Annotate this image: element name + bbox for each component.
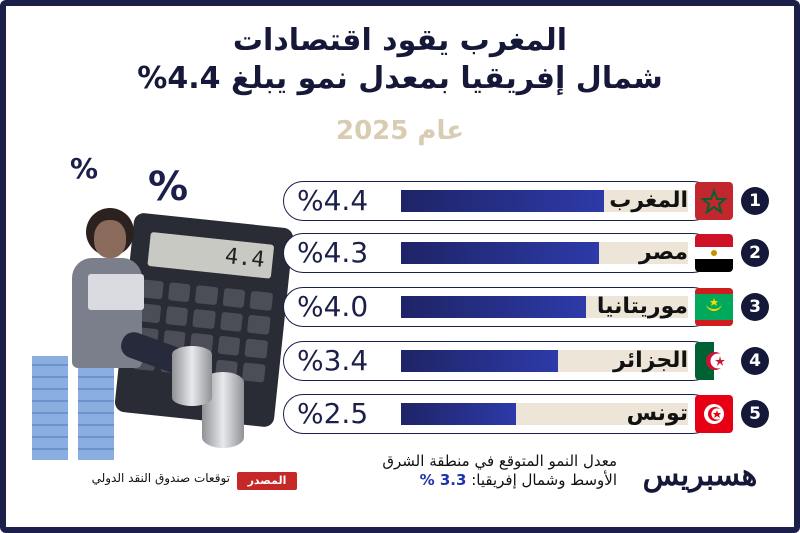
calculator-display: 4.4 <box>147 231 275 279</box>
percent-symbol-small: % <box>70 152 99 185</box>
bar <box>401 403 516 425</box>
chart-row: %4.0 موريتانيا 3 <box>283 287 769 327</box>
rank-badge: 4 <box>741 347 769 375</box>
note-line-1: معدل النمو المتوقع في منطقة الشرق <box>382 452 617 470</box>
illustration: % % 4.4 <box>24 150 304 460</box>
value-label: %4.4 <box>297 184 369 217</box>
algeria-flag-icon <box>695 342 733 380</box>
chart-row: %4.4 المغرب 1 <box>283 181 769 221</box>
hespress-logo: هسبريس <box>642 458 758 493</box>
rank-badge: 5 <box>741 400 769 428</box>
laptop-icon <box>88 274 144 310</box>
country-label: مصر <box>639 240 688 265</box>
infographic-title: المغرب يقود اقتصادات شمال إفريقيا بمعدل … <box>0 22 800 98</box>
egypt-flag-icon <box>695 234 733 272</box>
bar <box>401 242 599 264</box>
value-label: %2.5 <box>297 397 369 430</box>
rank-badge: 3 <box>741 293 769 321</box>
note-value: 3.3 % <box>419 471 467 489</box>
percent-symbol-large: % <box>148 164 189 210</box>
year-label: عام 2025 <box>335 116 464 146</box>
title-line-1: المغرب يقود اقتصادات <box>232 23 568 58</box>
rank-badge: 1 <box>741 187 769 215</box>
mena-growth-note: معدل النمو المتوقع في منطقة الشرق الأوسط… <box>312 452 617 490</box>
chart-row: %4.3 مصر 2 <box>283 233 769 273</box>
note-line-2: الأوسط وشمال إفريقيا: 3.3 % <box>312 471 617 490</box>
country-label: الجزائر <box>613 348 688 373</box>
source-badge: المصدر <box>237 472 297 490</box>
country-label: تونس <box>626 401 688 426</box>
country-label: المغرب <box>609 188 688 213</box>
morocco-flag-icon <box>695 182 733 220</box>
mauritania-flag-icon <box>695 288 733 326</box>
value-label: %3.4 <box>297 344 369 377</box>
coin-stack-icon <box>172 346 212 406</box>
chart-row: %2.5 تونس 5 <box>283 394 769 434</box>
bar <box>401 296 586 318</box>
country-label: موريتانيا <box>596 294 688 319</box>
title-line-2: شمال إفريقيا بمعدل نمو يبلغ 4.4% <box>137 61 663 96</box>
note-line-2-text: الأوسط وشمال إفريقيا: <box>466 471 617 489</box>
person-face <box>94 220 126 258</box>
value-label: %4.0 <box>297 290 369 323</box>
tunisia-flag-icon <box>695 395 733 433</box>
bar <box>401 350 558 372</box>
chart-row: %3.4 الجزائر 4 <box>283 341 769 381</box>
rank-badge: 2 <box>741 239 769 267</box>
value-label: %4.3 <box>297 236 369 269</box>
bar <box>401 190 604 212</box>
decorative-bar-left <box>32 356 68 460</box>
source-text: توقعات صندوق النقد الدولي <box>91 471 230 485</box>
